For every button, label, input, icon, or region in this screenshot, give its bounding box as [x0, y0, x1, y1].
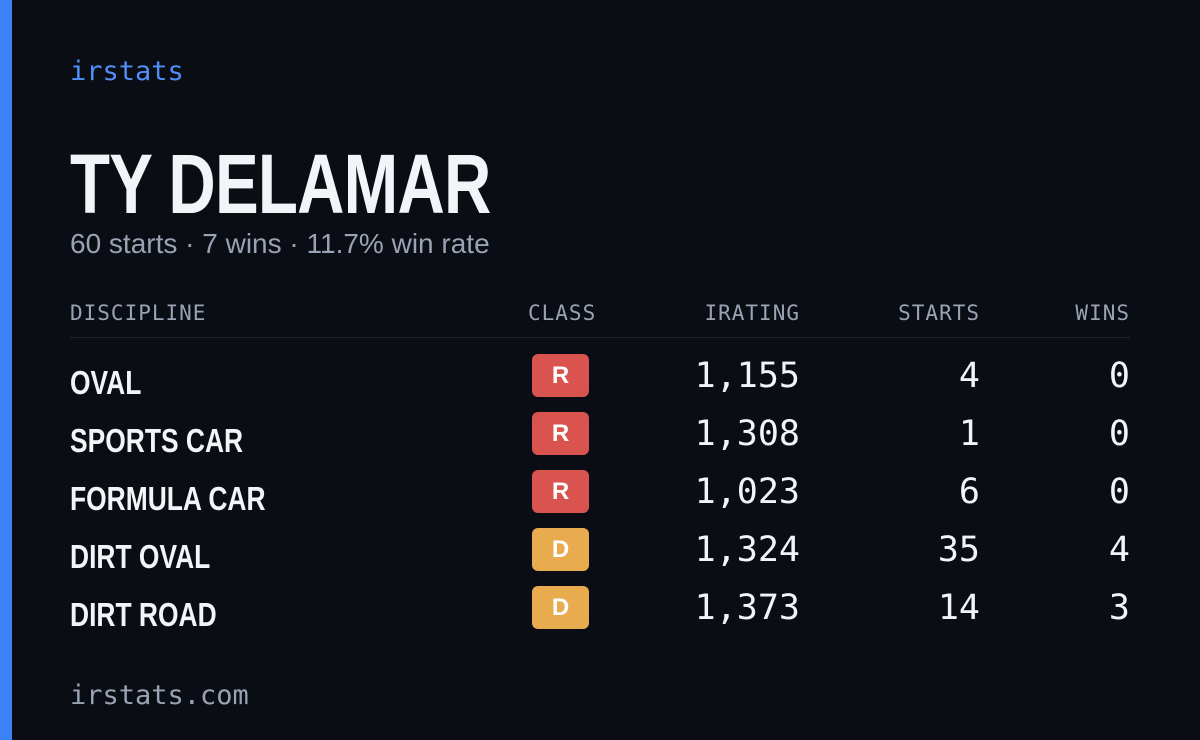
- class-badge: R: [532, 470, 589, 513]
- irating: 1,373: [694, 588, 800, 628]
- wins: 0: [1108, 472, 1130, 512]
- wins: 0: [1108, 414, 1130, 454]
- irating: 1,155: [694, 356, 800, 396]
- wins: 3: [1108, 588, 1130, 628]
- column-header: DISCIPLINE: [70, 301, 207, 325]
- discipline: FORMULA CAR: [70, 480, 266, 517]
- class-badge: D: [532, 586, 589, 629]
- column-header: STARTS: [898, 301, 980, 325]
- discipline: OVAL: [70, 364, 142, 401]
- footer: irstats.com: [70, 680, 249, 711]
- header-rule: [70, 337, 1130, 338]
- irating: 1,324: [694, 530, 800, 570]
- starts: 6: [958, 472, 980, 512]
- driver-name: TY DELAMAR: [70, 137, 491, 231]
- discipline: DIRT OVAL: [70, 538, 211, 575]
- accent-bar: [0, 0, 12, 740]
- starts: 14: [937, 588, 980, 628]
- brand: irstats: [70, 56, 184, 87]
- wins: 0: [1108, 356, 1130, 396]
- irating: 1,023: [694, 472, 800, 512]
- summary: 60 starts · 7 wins · 11.7% win rate: [70, 228, 490, 259]
- starts: 1: [958, 414, 980, 454]
- starts: 4: [958, 356, 980, 396]
- column-header: IRATING: [704, 301, 800, 325]
- column-header: CLASS: [528, 301, 597, 325]
- class-badge: R: [532, 412, 589, 455]
- wins: 4: [1108, 530, 1130, 570]
- class-badge: R: [532, 354, 589, 397]
- discipline: SPORTS CAR: [70, 422, 244, 459]
- discipline: DIRT ROAD: [70, 596, 217, 633]
- column-header: WINS: [1075, 301, 1130, 325]
- class-badge: D: [532, 528, 589, 571]
- starts: 35: [937, 530, 980, 570]
- irating: 1,308: [694, 414, 800, 454]
